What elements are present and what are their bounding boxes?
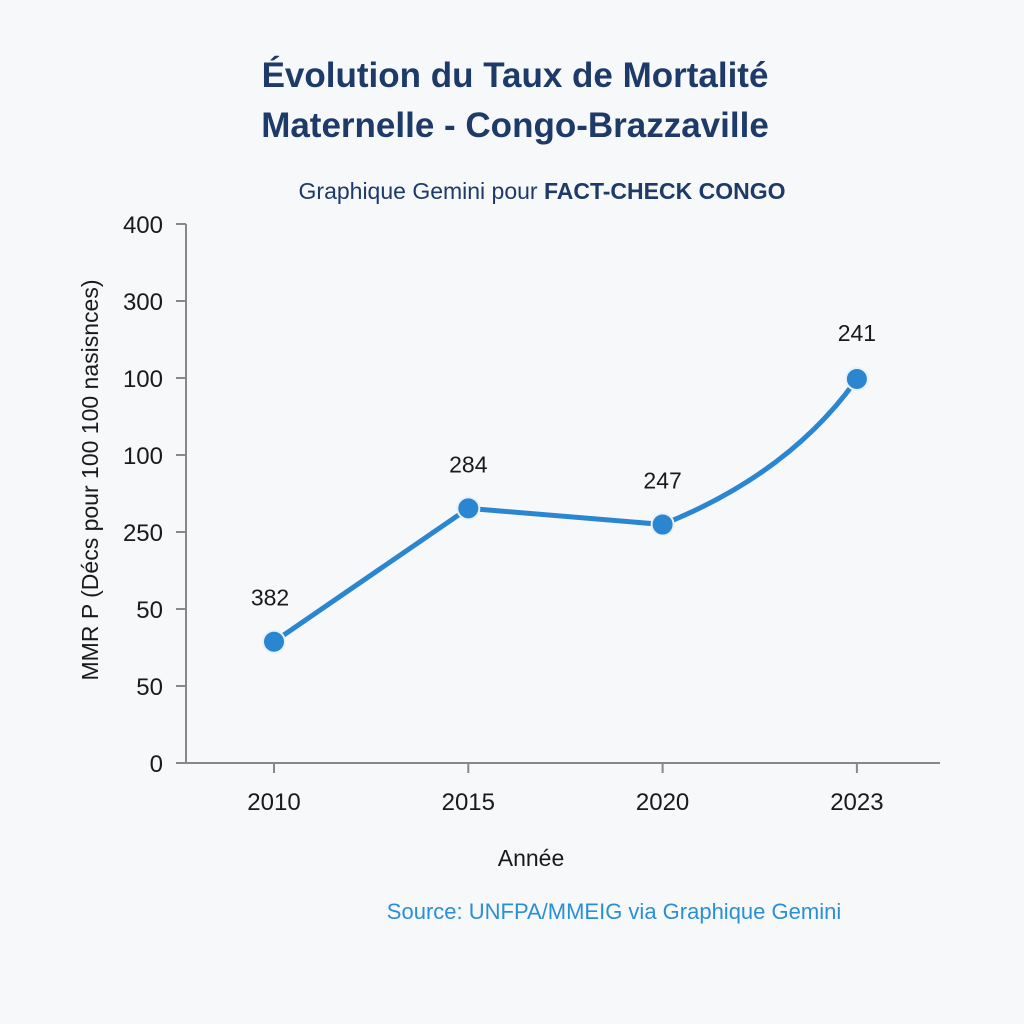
series-line <box>271 376 860 645</box>
y-tick-label: 300 <box>123 289 163 316</box>
y-tick-label: 50 <box>136 674 163 701</box>
subtitle-bold: FACT-CHECK CONGO <box>544 178 786 204</box>
data-point <box>262 629 286 654</box>
x-tick-label: 2020 <box>636 789 689 816</box>
x-tick-label: 2010 <box>247 789 300 816</box>
chart-title-line-2: Maternelle - Congo-Brazzaville <box>261 106 769 145</box>
source-note: Source: UNFPA/MMEIG via Graphique Gemini <box>387 899 841 924</box>
y-axis-label: MMR P (Décs pour 100 100 nasisnces) <box>77 280 103 681</box>
y-tick-label: 100 <box>123 366 163 393</box>
data-label: 247 <box>643 467 681 493</box>
x-tick-label: 2023 <box>830 789 883 816</box>
x-axis-label: Année <box>498 845 565 871</box>
y-tick-label: 250 <box>123 520 163 547</box>
data-point <box>650 512 675 537</box>
subtitle-prefix: Graphique Gemini pour <box>299 178 544 204</box>
chart-subtitle: Graphique Gemini pour FACT-CHECK CONGO <box>299 178 786 204</box>
y-tick-label: 0 <box>150 751 163 778</box>
data-label: 284 <box>449 451 488 477</box>
y-tick-label: 50 <box>136 597 163 624</box>
y-tick-label: 400 <box>123 212 163 239</box>
x-tick-label: 2015 <box>442 789 495 816</box>
data-label: 382 <box>251 585 289 611</box>
y-tick-label: 100 <box>123 443 163 470</box>
data-point <box>844 366 869 391</box>
data-label: 241 <box>838 320 876 346</box>
data-point <box>456 496 481 521</box>
chart-title-line-1: Évolution du Taux de Mortalité <box>262 55 769 95</box>
